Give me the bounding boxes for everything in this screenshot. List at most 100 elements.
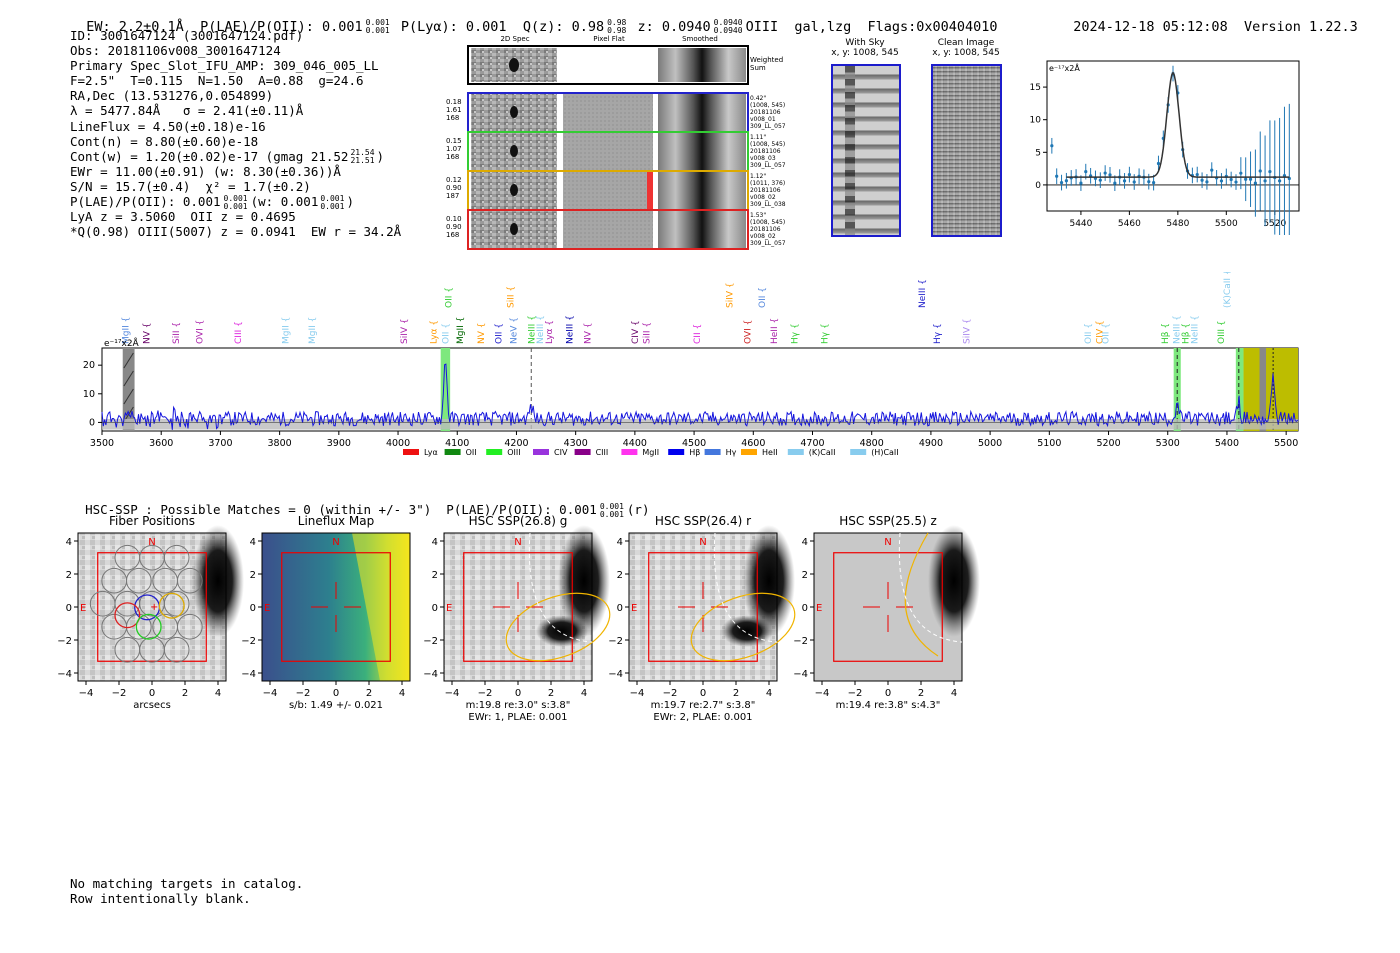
info-sn: S/N = 15.7(±0.4) χ² = 1.7(±0.2) [70,178,311,194]
hsc-summary-sup: 0.001 [599,501,624,511]
info-q: *Q(0.98) OIII(5007) z = 0.0941 EW r = 34… [70,224,402,240]
fiber-highlight-green [135,613,162,640]
header-qz-sup: 0.98 [607,18,627,27]
info-primary: Primary Spec_Slot_IFU_AMP: 309_046_005_L… [70,58,379,74]
legend-label: OII [466,448,477,457]
info-plae-w-sub: 0.001 [320,201,345,211]
mask-band [122,348,135,431]
zoom-point [1268,169,1272,174]
row-left-stat: 1.07 [446,145,462,153]
spectrum-xtick-label: 5300 [1156,438,1180,449]
col-title-2dspec: 2D Spec [500,35,529,43]
spectrum-xtick-label: 3800 [268,438,292,449]
zoom-point [1248,177,1253,181]
hsc-xtick-label: −4 [630,688,645,699]
legend-label: OIII [507,448,520,457]
spectrum-xtick-label: 3900 [327,438,351,449]
hsc-ytick-label: 0 [432,603,438,614]
hsc-panel-caption: m:19.8 re:3.0" s:3.8" [466,700,571,711]
row-left-stat: 187 [446,192,459,200]
zoom-point [1127,173,1131,177]
spectral-line-label: Hγ { [933,323,943,344]
hsc-ytick-label: 2 [66,570,72,581]
spectral-line-label: OII { [1084,323,1094,344]
spectral-line-label: NeIII { [566,315,576,344]
legend-label: CIV [554,448,568,457]
spectral-line-label: Lyα { [430,320,440,344]
header-qz-sub: 0.98 [607,26,627,35]
zoom-point [1064,179,1068,183]
header-plae-sub: 0.001 [365,26,390,35]
zoom-ylabel: e⁻¹⁷x2Å [1049,62,1080,73]
row-left-stat: 0.10 [446,215,462,223]
row-2dspec-source [510,106,518,118]
hsc-xtick-label: −2 [478,688,493,699]
legend-label: HeII [762,448,778,457]
info-plae-w-end: ) [346,194,354,210]
row-right-meta: (1011, 376) [750,180,785,187]
row-pixelflat [563,133,653,170]
legend-label: (H)CaII [871,448,898,457]
spectral-line-label: MgII { [282,317,292,344]
hsc-panels: Fiber Positions N E + −4 −2 0 2 4 4 2 0 −2 −4 arcsecs L… [50,510,980,730]
mask-hatch [123,388,134,405]
weighted-sum-row [467,45,749,85]
spectrum-xtick-label: 4300 [564,438,588,449]
fiber-circle [163,544,190,571]
spectral-line-label: NV { [477,323,487,344]
spectrum-curve [101,363,1299,430]
row-pixelflat [563,94,653,131]
zoom-point [1050,144,1054,148]
spectrum-xtick-label: 5200 [1096,438,1120,449]
mask-hatch [123,370,134,387]
row-left-stat: 0.18 [446,98,462,106]
hsc-galaxy-core [536,615,588,647]
hsc-ytick-label: 4 [432,537,438,548]
aperture-arc [713,532,778,643]
info-ewr: EWr = 11.00(±0.91) (w: 8.30(±0.36))Å [70,163,341,179]
zoom-point [1108,173,1112,177]
row-right-meta: 0.42" [750,95,766,102]
galaxy-ellipse [904,532,939,657]
row-left-stat: 0.12 [446,176,462,184]
row-right-meta: 1.11" [750,134,766,141]
hsc-galaxy-core [721,615,773,647]
header-ew: EW: 2.2±0.1Å [86,19,184,35]
weighted-sum-label-2: Sum [750,64,766,72]
row-left-stat: 1.61 [446,106,462,114]
spectral-line-label: SiII { [643,322,653,344]
hsc-panel-caption-2: EWr: 1, PLAE: 0.001 [468,712,567,723]
hsc-xtick-label: 4 [951,688,957,699]
header-line: OIII [745,19,779,35]
spectral-line-label: Hγ { [820,323,830,344]
aperture-box [97,552,207,662]
hsc-xtick-label: 0 [149,688,155,699]
info-contw-sub: 21.51 [350,156,375,166]
zoom-point [1205,180,1209,184]
hsc-ytick-label: −2 [423,636,438,647]
row-2dspec-source [510,145,518,157]
row-right-meta: (1008, 545) [750,219,785,226]
hsc-ytick-label: −4 [608,669,623,680]
row-right-meta: 20181106 [750,109,781,116]
spectrum-svg: MgII {NV {SiII {OVI {CIII {MgII {MgII {S… [83,269,1299,457]
cutout-grid-svg: 2D Spec Pixel Flat Smoothed Weighted Sum… [446,35,786,250]
spectrum-ylabel: e⁻¹⁷x2Å [104,337,140,349]
fiber-center-marker: + [150,602,158,613]
spectral-line-label: CII { [693,324,703,344]
zoom-point [1084,170,1088,174]
zoom-point [1229,177,1233,182]
fiber-highlight-red [114,602,141,629]
hsc-xtick-label: 2 [548,688,554,699]
aperture-box [833,552,943,662]
header-version: Version 1.22.3 [1243,19,1358,35]
spectral-line-label: OIII { [1217,320,1227,344]
zoom-point [1234,180,1238,184]
header-z-sub: 0.0940 [713,26,743,35]
spectral-line-label: CIV { [631,320,641,344]
detection-info: ID: 3001647124 (3001647124.pdf) Obs: 201… [70,28,401,239]
info-id: ID: 3001647124 (3001647124.pdf) [70,28,304,43]
zoom-point [1113,181,1117,185]
hsc-panel-title: Fiber Positions [109,514,195,528]
